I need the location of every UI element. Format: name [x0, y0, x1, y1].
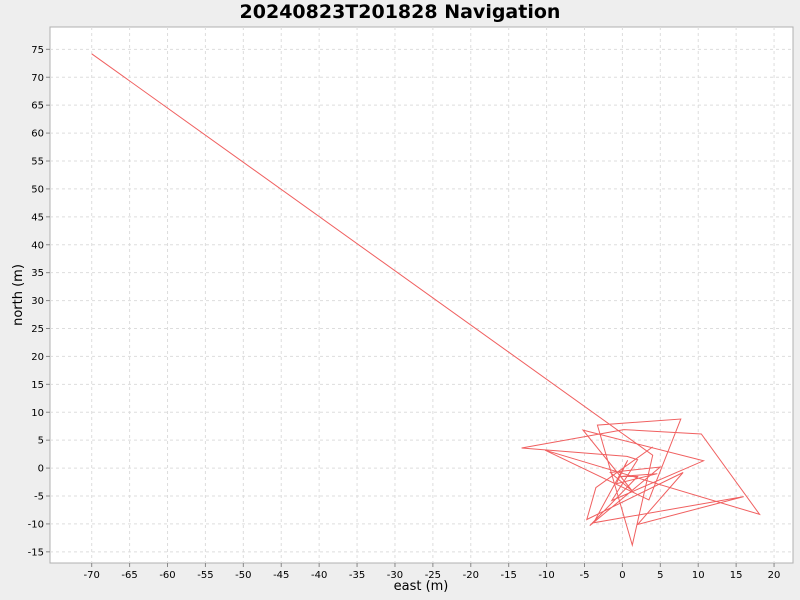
x-axis-label: east (m) — [394, 579, 449, 594]
y-tick-label: 70 — [31, 73, 44, 84]
y-tick-label: 60 — [31, 129, 44, 140]
x-tick-label: 5 — [657, 570, 663, 581]
y-tick-label: 75 — [31, 45, 44, 56]
x-tick-label: -25 — [425, 570, 441, 581]
plot-area — [49, 26, 794, 564]
x-tick-label: -15 — [501, 570, 517, 581]
x-tick-label: -55 — [197, 570, 213, 581]
y-tick-label: 0 — [38, 464, 44, 475]
y-tick-label: 65 — [31, 101, 44, 112]
y-tick-label: 30 — [31, 296, 44, 307]
x-tick-label: -10 — [538, 570, 554, 581]
y-tick-label: 5 — [38, 436, 44, 447]
x-tick-label: 10 — [692, 570, 705, 581]
y-tick-label: 45 — [31, 212, 44, 223]
x-tick-label: -20 — [463, 570, 479, 581]
y-tick-label: 15 — [31, 380, 44, 391]
x-tick-label: 15 — [730, 570, 743, 581]
x-tick-label: -45 — [273, 570, 289, 581]
y-tick-label: 10 — [31, 408, 44, 419]
x-tick-label: -5 — [580, 570, 590, 581]
y-tick-label: 50 — [31, 184, 44, 195]
y-axis-label: north (m) — [11, 264, 26, 326]
y-tick-label: 20 — [31, 352, 44, 363]
x-tick-label: -50 — [235, 570, 251, 581]
y-tick-label: 25 — [31, 324, 44, 335]
x-tick-label: -70 — [84, 570, 100, 581]
series-layer — [91, 53, 761, 548]
y-tick-label: 40 — [31, 240, 44, 251]
y-tick-label: -10 — [28, 519, 44, 530]
grid-lines — [50, 27, 793, 563]
x-tick-label: -30 — [387, 570, 403, 581]
axes: -70 -65 -60 -55 -50 -45 -40 -35 -30 -25 -20 -15 -10-… — [28, 45, 781, 581]
y-tick-label: 35 — [31, 268, 44, 279]
series-line — [91, 53, 761, 548]
x-tick-label: -60 — [159, 570, 175, 581]
x-tick-label: -65 — [121, 570, 137, 581]
x-tick-label: 0 — [619, 570, 625, 581]
chart-title: 20240823T201828 Navigation — [239, 1, 561, 23]
y-tick-label: -15 — [28, 547, 44, 558]
x-tick-label: -35 — [349, 570, 365, 581]
y-tick-label: 55 — [31, 157, 44, 168]
y-tick-label: -5 — [34, 492, 44, 503]
x-tick-label: -40 — [311, 570, 327, 581]
x-tick-label: 20 — [768, 570, 781, 581]
